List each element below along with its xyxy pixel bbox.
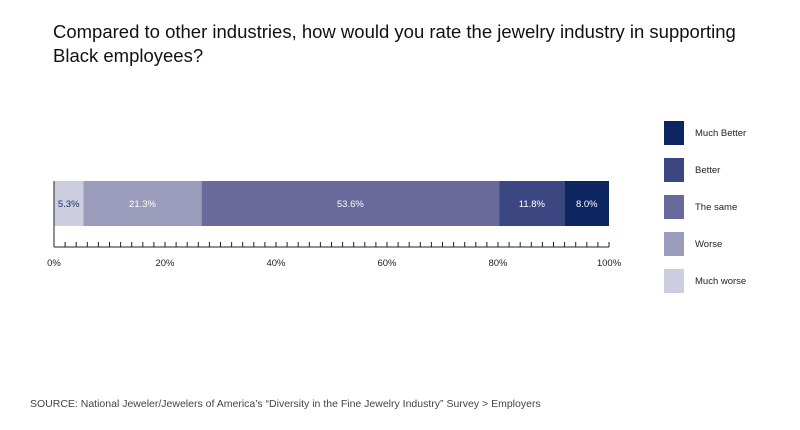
tick-label: 80% <box>488 258 508 269</box>
bar-segment-better <box>499 181 565 226</box>
legend-swatch <box>664 269 684 293</box>
data-label-better: 11.8% <box>519 199 546 210</box>
legend-item-much-worse: Much worse <box>664 269 746 293</box>
tick-label: 100% <box>597 258 622 269</box>
legend-item-worse: Worse <box>664 232 746 256</box>
legend-item-the-same: The same <box>664 195 746 219</box>
bar-segments <box>54 181 609 226</box>
data-label-much-worse: 5.3% <box>58 199 80 210</box>
tick-label: 60% <box>377 258 397 269</box>
source-note: SOURCE: National Jeweler/Jewelers of Ame… <box>30 398 541 410</box>
segment-labels: 5.3% 21.3% 53.6% 11.8% 8.0% <box>58 199 598 210</box>
legend-label: Much worse <box>695 275 747 287</box>
tick-label: 20% <box>155 258 175 269</box>
data-label-much-better: 8.0% <box>576 199 598 210</box>
tick-label: 0% <box>47 258 61 269</box>
bar-segment-much-better <box>564 181 609 226</box>
chart-title: Compared to other industries, how would … <box>53 21 736 66</box>
x-axis: 0% 20% 40% 60% 80% 100% <box>47 181 622 269</box>
legend-swatch <box>664 232 684 256</box>
legend-label: Worse <box>695 238 723 250</box>
tick-label: 40% <box>266 258 286 269</box>
bar-segment-the-same <box>201 181 500 226</box>
legend-item-better: Better <box>664 158 746 182</box>
legend-label: Much Better <box>695 127 747 139</box>
legend-swatch <box>664 195 684 219</box>
legend-label: Better <box>695 164 721 176</box>
bar-segment-much-worse <box>54 181 84 226</box>
legend-swatch <box>664 121 684 145</box>
bar-segment-worse <box>83 181 202 226</box>
data-label-worse: 21.3% <box>129 199 156 210</box>
legend-item-much-better: Much Better <box>664 121 746 145</box>
legend-label: The same <box>695 201 738 213</box>
legend: Much Better Better The same Worse Much worse <box>664 121 746 306</box>
data-label-the-same: 53.6% <box>337 199 364 210</box>
legend-swatch <box>664 158 684 182</box>
